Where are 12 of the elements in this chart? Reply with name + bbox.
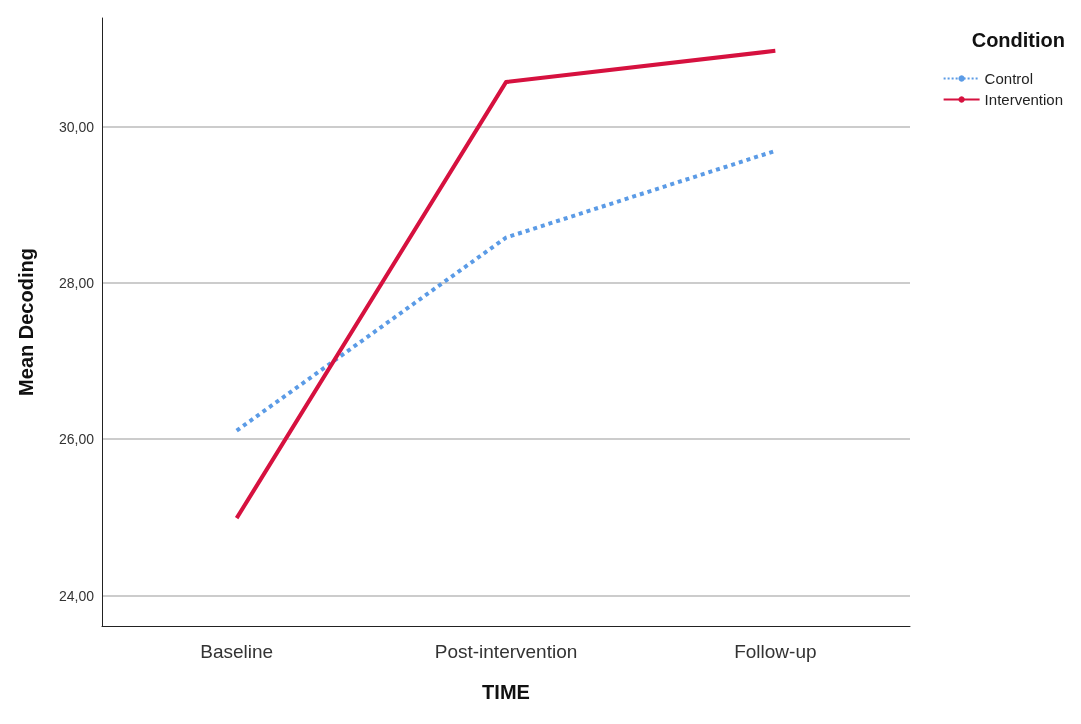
legend-label: Intervention bbox=[984, 91, 1064, 108]
y-tick-label: 30,00 bbox=[58, 118, 95, 135]
x-tick-label: Follow-up bbox=[734, 641, 817, 662]
legend-title: Condition bbox=[971, 29, 1066, 51]
legend-label: Control bbox=[984, 70, 1033, 87]
y-axis-title: Mean Decoding bbox=[15, 248, 37, 396]
y-tick-label: 26,00 bbox=[58, 431, 95, 448]
x-tick-label: Baseline bbox=[200, 641, 274, 662]
x-tick-label: Post-intervention bbox=[434, 641, 578, 662]
x-axis-title: TIME bbox=[482, 681, 530, 703]
y-tick-label: 28,00 bbox=[58, 274, 95, 291]
y-tick-label: 24,00 bbox=[58, 587, 95, 604]
